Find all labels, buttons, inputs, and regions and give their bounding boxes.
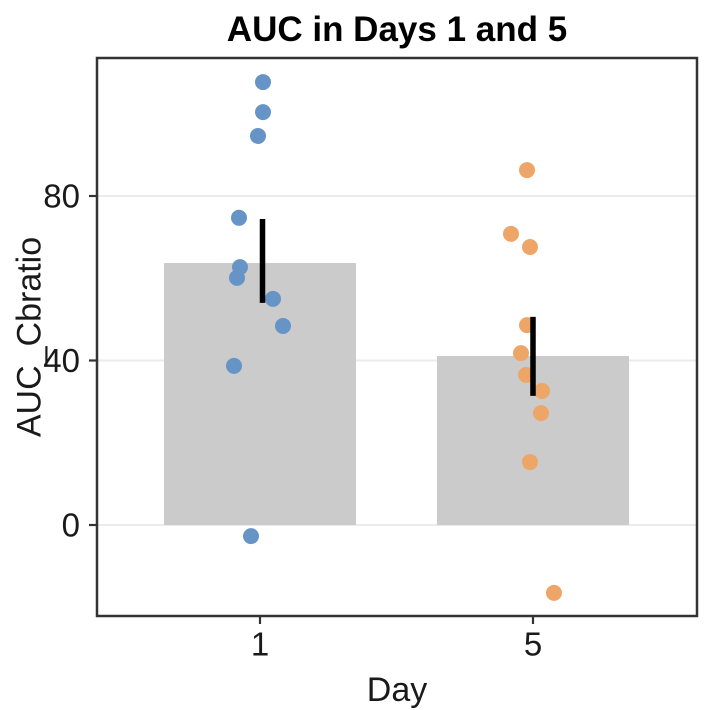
jitter-point-day-5 — [513, 345, 529, 362]
jitter-point-day-1 — [226, 357, 242, 374]
y-axis-title: AUC_Cbratio — [10, 236, 49, 438]
jitter-point-day-5 — [534, 382, 550, 399]
x-tick-label: 1 — [251, 626, 269, 663]
x-tick-label: 5 — [524, 626, 542, 663]
panel-border — [95, 56, 699, 618]
y-tick-label: 40 — [43, 342, 80, 379]
mean-bar-day-1 — [164, 263, 356, 525]
jitter-point-day-5 — [519, 162, 535, 179]
x-axis-title: Day — [366, 671, 428, 709]
jitter-point-day-1 — [265, 290, 281, 307]
chart-title: AUC in Days 1 and 5 — [226, 10, 568, 49]
jitter-point-day-1 — [275, 317, 291, 334]
jitter-point-day-1 — [229, 269, 245, 286]
jitter-point-day-1 — [243, 528, 259, 545]
jitter-point-day-5 — [503, 225, 519, 242]
y-tick-label: 80 — [43, 178, 80, 215]
jitter-point-day-1 — [250, 127, 266, 144]
jitter-point-day-5 — [522, 454, 538, 471]
jitter-point-day-1 — [255, 104, 271, 121]
jitter-point-day-5 — [546, 584, 562, 601]
jitter-point-day-5 — [518, 366, 534, 383]
jitter-point-day-1 — [255, 74, 271, 91]
y-tick-label: 0 — [62, 507, 80, 544]
jitter-point-day-5 — [522, 238, 538, 255]
jitter-point-day-1 — [231, 209, 247, 226]
jitter-point-day-5 — [533, 405, 549, 422]
